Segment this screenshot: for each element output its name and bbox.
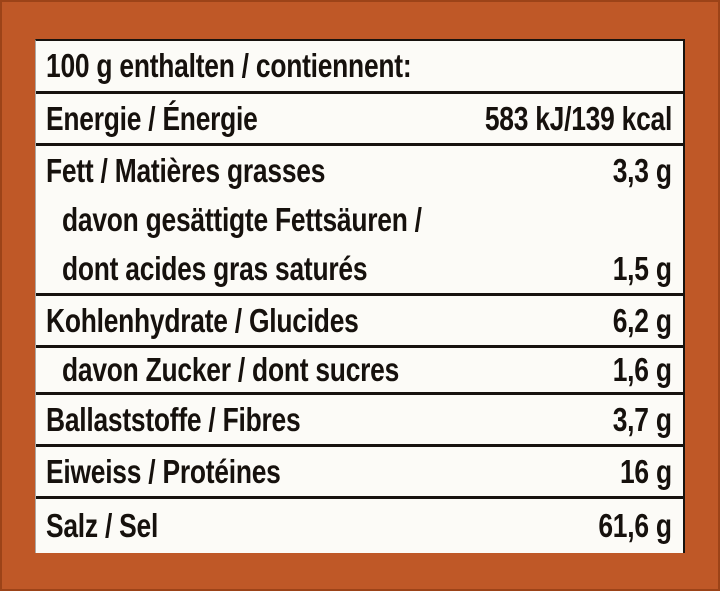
nutrient-line: Ballaststoffe / Fibres 3,7 g (36, 395, 683, 444)
nutrient-value: 16 g (620, 452, 672, 490)
nutrition-table: 100 g enthalten / contiennent: Energie /… (35, 39, 685, 553)
nutrient-label: Energie / Énergie (46, 99, 258, 137)
nutrient-value: 3,7 g (613, 400, 672, 438)
nutrient-row-kohlenhydrate: Kohlenhydrate / Glucides 6,2 g (36, 293, 683, 345)
nutrient-value: 6,2 g (613, 301, 672, 339)
nutrient-label: Ballaststoffe / Fibres (46, 400, 301, 438)
nutrient-value: 1,6 g (613, 351, 672, 388)
nutrition-rows: Energie / Énergie 583 kJ/139 kcal Fett / M… (36, 91, 683, 553)
nutrient-value: 583 kJ/139 kcal (484, 99, 672, 137)
nutrient-label: davon Zucker / dont sucres (62, 351, 400, 388)
nutrient-line: Kohlenhydrate / Glucides 6,2 g (36, 296, 683, 345)
nutrient-label: Fett / Matières grasses (46, 151, 326, 189)
nutrient-row-zucker: davon Zucker / dont sucres 1,6 g (36, 345, 683, 392)
nutrient-line: Energie / Énergie 583 kJ/139 kcal (36, 94, 683, 143)
table-header-row: 100 g enthalten / contiennent: (36, 41, 683, 91)
nutrient-row-ballaststoffe: Ballaststoffe / Fibres 3,7 g (36, 392, 683, 444)
nutrient-label: Salz / Sel (46, 507, 159, 544)
nutrient-line: davon gesättigte Fettsäuren / (36, 195, 683, 244)
nutrient-label: Eiweiss / Protéines (46, 452, 281, 490)
nutrient-line: davon Zucker / dont sucres 1,6 g (36, 348, 683, 392)
nutrient-line: dont acides gras saturés 1,5 g (36, 244, 683, 293)
nutrient-label: davon gesättigte Fettsäuren / (62, 200, 422, 238)
nutrient-row-salz: Salz / Sel 61,6 g (36, 496, 683, 553)
nutrient-label: Kohlenhydrate / Glucides (46, 301, 359, 339)
nutrient-row-eiweiss: Eiweiss / Protéines 16 g (36, 444, 683, 496)
nutrient-row-energie: Energie / Énergie 583 kJ/139 kcal (36, 91, 683, 143)
nutrient-line: Eiweiss / Protéines 16 g (36, 447, 683, 496)
nutrient-label: dont acides gras saturés (62, 249, 368, 287)
nutrient-value: 61,6 g (598, 507, 673, 544)
nutrient-row-fett: Fett / Matières grasses 3,3 g davon gesätt… (36, 143, 683, 293)
nutrient-value: 3,3 g (613, 151, 672, 189)
nutrient-line: Fett / Matières grasses 3,3 g (36, 146, 683, 195)
table-header-text: 100 g enthalten / contiennent: (46, 47, 412, 84)
nutrient-line: Salz / Sel 61,6 g (36, 499, 683, 553)
nutrient-value: 1,5 g (613, 249, 672, 287)
